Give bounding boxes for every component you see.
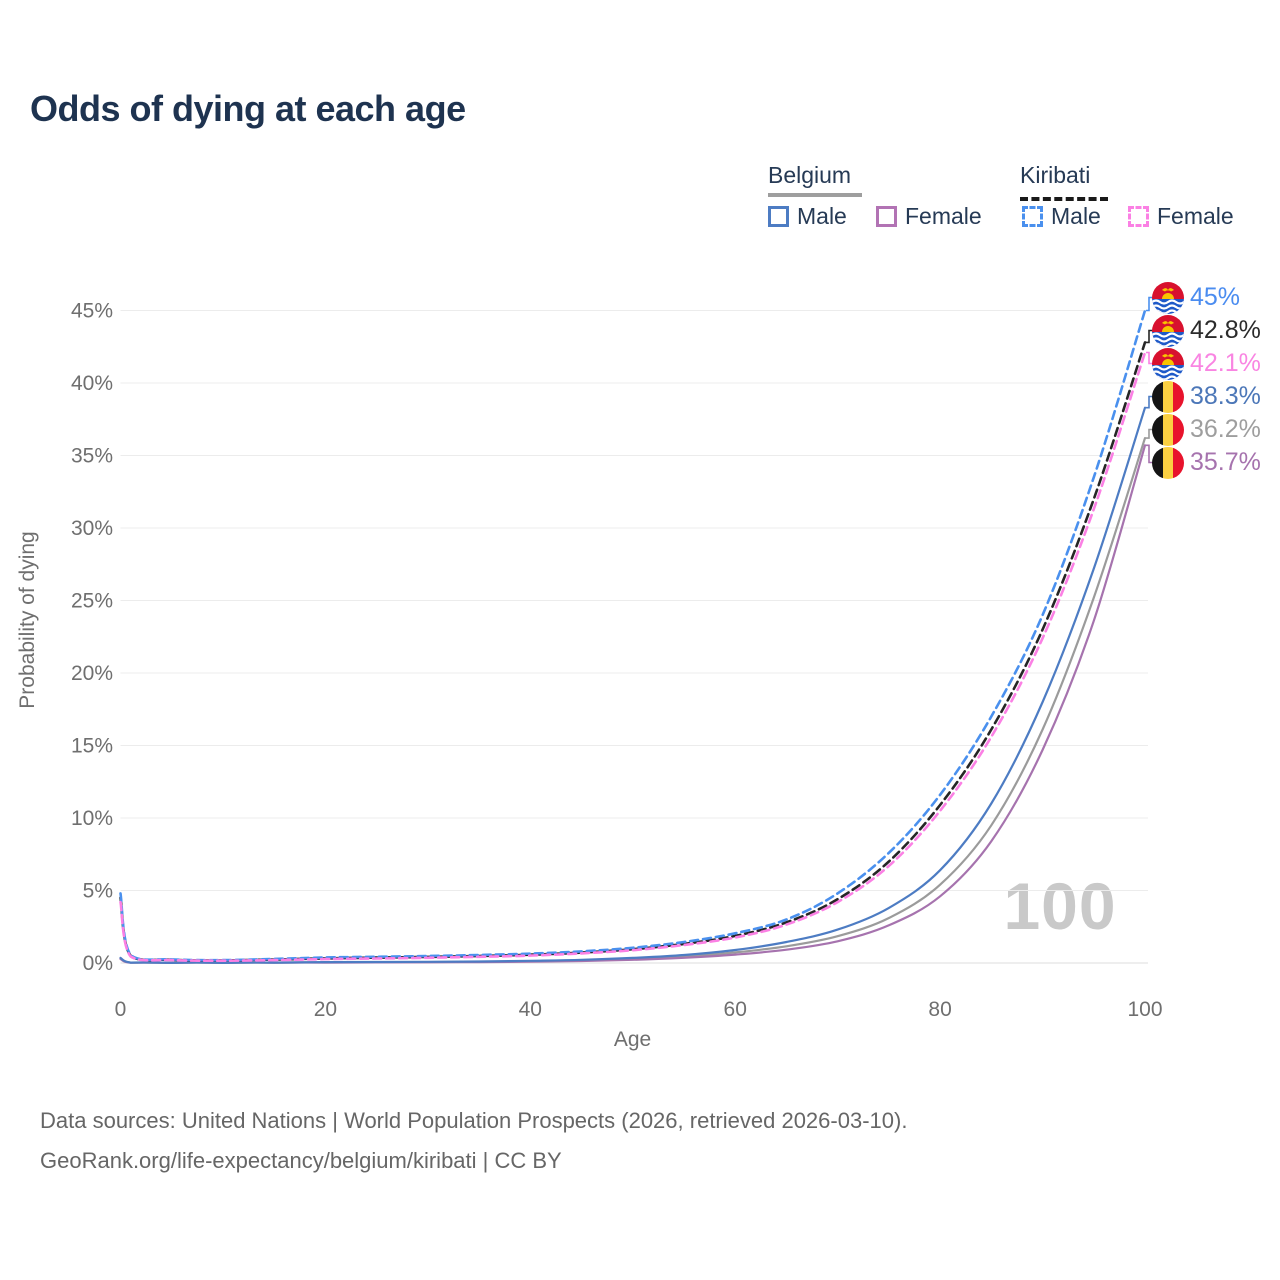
belgium-flag-icon — [1152, 381, 1184, 413]
x-tick-label-80: 80 — [928, 998, 951, 1021]
x-tick-label-40: 40 — [519, 998, 542, 1021]
footer-attribution-link[interactable]: GeoRank.org/life-expectancy/belgium/kiri… — [40, 1148, 562, 1173]
legend-group-belgium: Belgium — [768, 162, 862, 197]
y-tick-label-40: 40% — [71, 372, 113, 395]
leader-line-layer — [1146, 296, 1153, 464]
legend-group-belgium-title: Belgium — [768, 162, 852, 188]
y-tick-label-30: 30% — [71, 517, 113, 540]
series-line-kiribati-female — [119, 351, 1147, 963]
kiribati-male-swatch-icon — [1022, 206, 1043, 227]
kiribati-flag-icon — [1152, 315, 1184, 347]
belgium-male-swatch-icon — [768, 206, 789, 227]
x-tick-label-100: 100 — [1127, 998, 1162, 1021]
x-axis-title: Age — [613, 1028, 652, 1051]
x-tick-label-0: 0 — [115, 998, 127, 1021]
end-label-belgium-female: 35.7% — [1152, 447, 1261, 479]
series-line-kiribati-both — [119, 341, 1147, 962]
leader-line-belgium-both — [1146, 428, 1153, 439]
series-layer — [119, 309, 1147, 965]
legend-item-label: Male — [1051, 203, 1101, 229]
leader-line-kiribati-female — [1146, 351, 1153, 365]
kiribati-flag-icon — [1152, 348, 1184, 380]
end-label-kiribati-both: 42.8% — [1152, 315, 1261, 347]
tick-label-layer: 0% 5% 10% 15% 20% 25% 30% 35% 40% 45% 0 20 40 60 80 100 — [71, 300, 1163, 1022]
y-tick-label-35: 35% — [71, 445, 113, 468]
legend-belgium-underline — [768, 193, 862, 197]
end-label-value: 42.1% — [1190, 349, 1261, 377]
y-tick-label-45: 45% — [71, 300, 113, 323]
age-watermark: 100 — [1003, 869, 1117, 943]
page-title: Odds of dying at each age — [30, 88, 466, 129]
y-tick-label-5: 5% — [83, 880, 113, 903]
grid-layer — [120, 310, 1148, 964]
end-label-belgium-both: 36.2% — [1152, 414, 1261, 446]
end-label-kiribati-male: 45% — [1152, 282, 1240, 314]
legend-group-kiribati: Kiribati — [1020, 162, 1108, 201]
footer-data-sources: Data sources: United Nations | World Pop… — [40, 1108, 908, 1133]
legend-item-label: Female — [905, 203, 982, 229]
legend-group-kiribati-title: Kiribati — [1020, 162, 1091, 188]
x-tick-label-60: 60 — [724, 998, 747, 1021]
legend-item-belgium-male[interactable]: Male — [768, 203, 847, 230]
kiribati-flag-icon — [1152, 282, 1184, 314]
legend-item-kiribati-male[interactable]: Male — [1022, 203, 1101, 230]
end-label-value: 38.3% — [1190, 382, 1261, 410]
legend-item-kiribati-female[interactable]: Female — [1128, 203, 1234, 230]
y-tick-label-15: 15% — [71, 735, 113, 758]
y-tick-label-0: 0% — [83, 952, 113, 975]
series-line-kiribati-male — [119, 309, 1147, 962]
belgium-flag-icon — [1152, 447, 1184, 479]
y-tick-label-20: 20% — [71, 662, 113, 685]
end-label-value: 42.8% — [1190, 316, 1261, 344]
kiribati-female-swatch-icon — [1128, 206, 1149, 227]
end-label-value: 36.2% — [1190, 415, 1261, 443]
x-tick-label-20: 20 — [314, 998, 337, 1021]
legend-kiribati-underline — [1020, 193, 1108, 201]
belgium-flag-icon — [1152, 414, 1184, 446]
legend-item-label: Male — [797, 203, 847, 229]
belgium-female-swatch-icon — [876, 206, 897, 227]
leader-line-kiribati-both — [1146, 329, 1153, 344]
end-label-value: 45% — [1190, 283, 1241, 311]
end-label-kiribati-female: 42.1% — [1152, 348, 1261, 380]
leader-line-belgium-female — [1146, 444, 1153, 464]
legend-item-label: Female — [1157, 203, 1234, 229]
y-tick-label-10: 10% — [71, 807, 113, 830]
legend-item-belgium-female[interactable]: Female — [876, 203, 982, 230]
end-label-belgium-male: 38.3% — [1152, 381, 1261, 413]
end-label-value: 35.7% — [1190, 448, 1261, 476]
series-line-belgium-both — [119, 437, 1147, 965]
series-line-belgium-female — [119, 444, 1147, 965]
leader-line-kiribati-male — [1146, 296, 1153, 312]
leader-line-belgium-male — [1146, 395, 1153, 409]
y-tick-label-25: 25% — [71, 590, 113, 613]
series-line-belgium-male — [119, 406, 1147, 965]
